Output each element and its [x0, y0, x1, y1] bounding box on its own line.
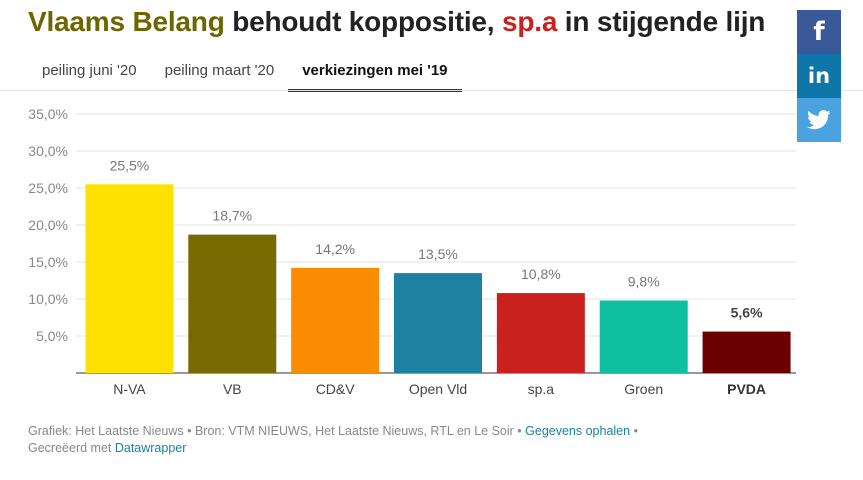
- x-category-label: CD&V: [316, 381, 356, 397]
- bar-value-label: 10,8%: [521, 266, 561, 282]
- title-vlaams-belang: Vlaams Belang: [28, 6, 225, 37]
- bar-value-label: 13,5%: [418, 246, 458, 262]
- footer-created-with: Gecreëerd met: [28, 441, 115, 455]
- y-tick-label: 35,0%: [28, 106, 68, 122]
- title-spa: sp.a: [501, 6, 558, 37]
- bar: [85, 184, 174, 373]
- bar: [702, 331, 791, 373]
- bar: [496, 293, 585, 373]
- twitter-icon: [807, 110, 831, 130]
- facebook-icon: f: [813, 17, 825, 47]
- x-category-label: PVDA: [727, 381, 766, 397]
- facebook-share-button[interactable]: f: [797, 10, 841, 54]
- bar-value-label: 9,8%: [628, 273, 660, 289]
- bar-value-label: 25,5%: [110, 157, 150, 173]
- y-tick-label: 30,0%: [28, 143, 68, 159]
- x-category-label: Groen: [624, 381, 663, 397]
- footer-separator: •: [630, 424, 638, 438]
- bar-chart: 5,0% 10,0% 15,0% 20,0% 25,0% 30,0% 35,0% 25,5%…: [28, 106, 796, 397]
- title-end: in stijgende lijn: [557, 6, 766, 37]
- footer-source: Grafiek: Het Laatste Nieuws • Bron: VTM …: [28, 424, 526, 438]
- twitter-share-button[interactable]: [797, 98, 841, 142]
- chart-footer: Grafiek: Het Laatste Nieuws • Bron: VTM …: [28, 423, 728, 457]
- y-tick-label: 20,0%: [28, 217, 68, 233]
- y-tick-label: 25,0%: [28, 180, 68, 196]
- bar: [188, 234, 277, 373]
- y-tick-label: 10,0%: [28, 291, 68, 307]
- x-category-label: N-VA: [113, 381, 146, 397]
- tab-peiling-juni-20[interactable]: peiling juni '20: [42, 62, 137, 79]
- y-tick-label: 15,0%: [28, 254, 68, 270]
- x-category-label: sp.a: [528, 381, 555, 397]
- footer-line-1: Grafiek: Het Laatste Nieuws • Bron: VTM …: [28, 423, 728, 440]
- linkedin-share-button[interactable]: in: [797, 54, 841, 98]
- tab-peiling-maart-20[interactable]: peiling maart '20: [164, 62, 275, 79]
- bar: [291, 267, 380, 373]
- linkedin-icon: in: [807, 64, 831, 88]
- bar: [394, 273, 482, 373]
- tab-verkiezingen-mei-19[interactable]: verkiezingen mei '19: [288, 58, 462, 92]
- bar-value-label: 14,2%: [315, 241, 355, 257]
- datawrapper-link[interactable]: Datawrapper: [114, 441, 187, 455]
- tab-bar: peiling juni '20 peiling maart '20 verki…: [28, 58, 462, 92]
- x-category-label: VB: [223, 381, 242, 397]
- get-data-link[interactable]: Gegevens ophalen: [525, 424, 631, 438]
- chart-title: Vlaams Belang behoudt koppositie, sp.a i…: [28, 6, 765, 38]
- bar: [599, 300, 688, 373]
- tabs-divider: [0, 90, 863, 91]
- social-share-bar: f in: [797, 10, 841, 142]
- footer-line-2: Gecreëerd met Datawrapper: [28, 440, 728, 457]
- y-tick-label: 5,0%: [36, 328, 68, 344]
- title-middle: behoudt koppositie,: [224, 6, 502, 37]
- x-category-label: Open Vld: [409, 381, 467, 397]
- bar-value-label: 5,6%: [731, 305, 763, 321]
- bar-value-label: 18,7%: [212, 208, 252, 224]
